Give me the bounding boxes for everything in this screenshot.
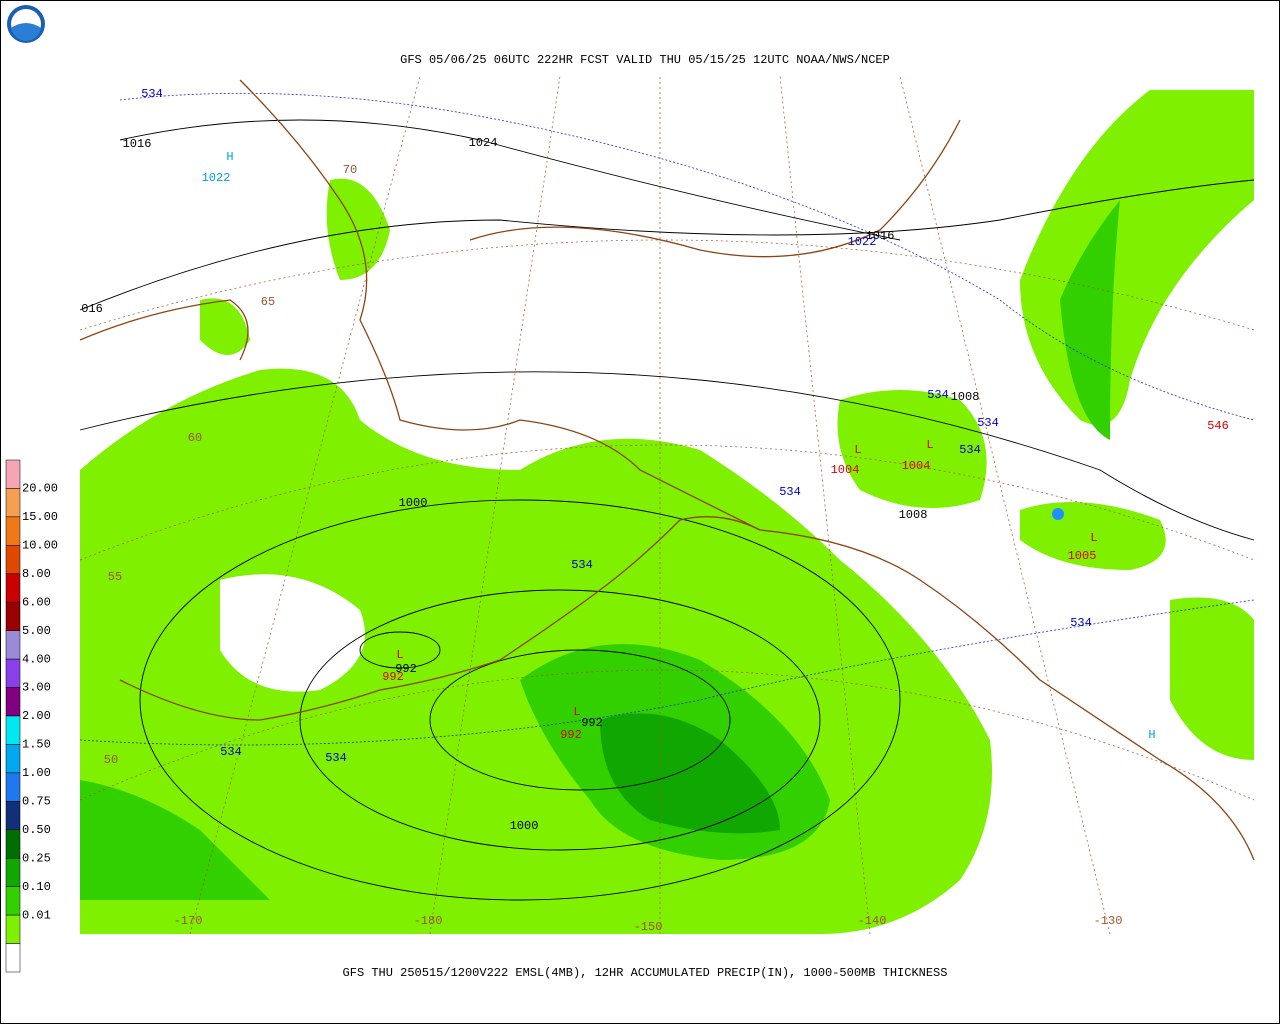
map-label: 70	[343, 163, 357, 177]
map-label: L	[1090, 531, 1097, 545]
colorbar-segment	[5, 545, 21, 575]
map-label: 1016	[866, 229, 895, 243]
colorbar: 20.00 15.00 10.00 8.00 6.00 5.00 4.00 3.00 2.00 1…	[5, 459, 58, 973]
colorbar-label: 1.00	[22, 766, 51, 780]
colorbar-segment	[5, 772, 21, 802]
colorbar-segment	[5, 829, 21, 859]
colorbar-label: 20.00	[22, 482, 58, 496]
colorbar-label: 0.75	[22, 795, 51, 809]
colorbar-segment	[5, 630, 21, 660]
map-label: 534	[571, 558, 593, 572]
map-label: -130	[1094, 914, 1123, 928]
map-label: L	[854, 443, 861, 457]
colorbar-label: 2.00	[22, 709, 51, 723]
map-label: 534	[325, 751, 347, 765]
colorbar-label: 3.00	[22, 681, 51, 695]
map-label: L	[926, 438, 933, 452]
map-label: -170	[174, 914, 203, 928]
map-label: 534	[220, 745, 242, 759]
map-caption: GFS THU 250515/1200V222 EMSL(4MB), 12HR …	[343, 966, 948, 980]
map-label: 016	[81, 302, 103, 316]
map-label: 1016	[123, 137, 152, 151]
map-label: 1022	[202, 171, 231, 185]
map-label: 1004	[831, 463, 860, 477]
map-label: 534	[959, 443, 981, 457]
map-label: 1008	[951, 390, 980, 404]
map-label: 1008	[899, 508, 928, 522]
colorbar-segment	[5, 601, 21, 631]
colorbar-segment	[5, 516, 21, 546]
map-label: 1004	[902, 459, 931, 473]
map-label: 534	[779, 485, 801, 499]
map-label: 534	[977, 416, 999, 430]
colorbar-segment	[5, 488, 21, 518]
map-label: L	[573, 705, 580, 719]
map-label: H	[1148, 728, 1155, 742]
map-label: 534	[1070, 616, 1092, 630]
map-label: 992	[560, 728, 582, 742]
map-label: 992	[395, 662, 417, 676]
map-label: 534	[927, 388, 949, 402]
map-label: 534	[141, 87, 163, 101]
colorbar-label: 6.00	[22, 595, 51, 609]
map-label: 55	[108, 570, 122, 584]
colorbar-segment	[5, 687, 21, 717]
logo	[7, 5, 45, 43]
colorbar-segment	[5, 658, 21, 688]
colorbar-segment	[5, 459, 21, 489]
colorbar-label: 4.00	[22, 652, 51, 666]
map-label: 546	[1207, 419, 1229, 433]
colorbar-label: 1.50	[22, 738, 51, 752]
colorbar-label: 0.01	[22, 908, 51, 922]
map-label: 65	[261, 295, 275, 309]
colorbar-segment	[5, 886, 21, 916]
colorbar-label: 15.00	[22, 510, 58, 524]
map-title: GFS 05/06/25 06UTC 222HR FCST VALID THU …	[400, 53, 890, 67]
map-label: 60	[188, 431, 202, 445]
map-label: -180	[414, 914, 443, 928]
map-area	[79, 75, 1255, 935]
map-label: 1000	[399, 496, 428, 510]
map-label: H	[226, 150, 233, 164]
map-label: 1024	[469, 136, 498, 150]
colorbar-label: 8.00	[22, 567, 51, 581]
colorbar-segment	[5, 943, 21, 973]
map-label: 992	[382, 670, 404, 684]
map-label: 1005	[1068, 549, 1097, 563]
colorbar-label: 0.10	[22, 880, 51, 894]
map-label: 50	[104, 753, 118, 767]
map-label: 992	[581, 716, 603, 730]
colorbar-segment	[5, 857, 21, 887]
map-label: 1022	[848, 235, 877, 249]
colorbar-label: 10.00	[22, 539, 58, 553]
map-label: -150	[634, 920, 663, 934]
colorbar-label: 0.25	[22, 851, 51, 865]
map-label: -140	[858, 914, 887, 928]
colorbar-segment	[5, 914, 21, 944]
colorbar-label: 5.00	[22, 624, 51, 638]
colorbar-segment	[5, 801, 21, 831]
colorbar-segment	[5, 573, 21, 603]
colorbar-segment	[5, 744, 21, 774]
colorbar-segment	[5, 715, 21, 745]
map-label: 1000	[510, 819, 539, 833]
colorbar-label: 0.50	[22, 823, 51, 837]
map-label: L	[396, 648, 403, 662]
